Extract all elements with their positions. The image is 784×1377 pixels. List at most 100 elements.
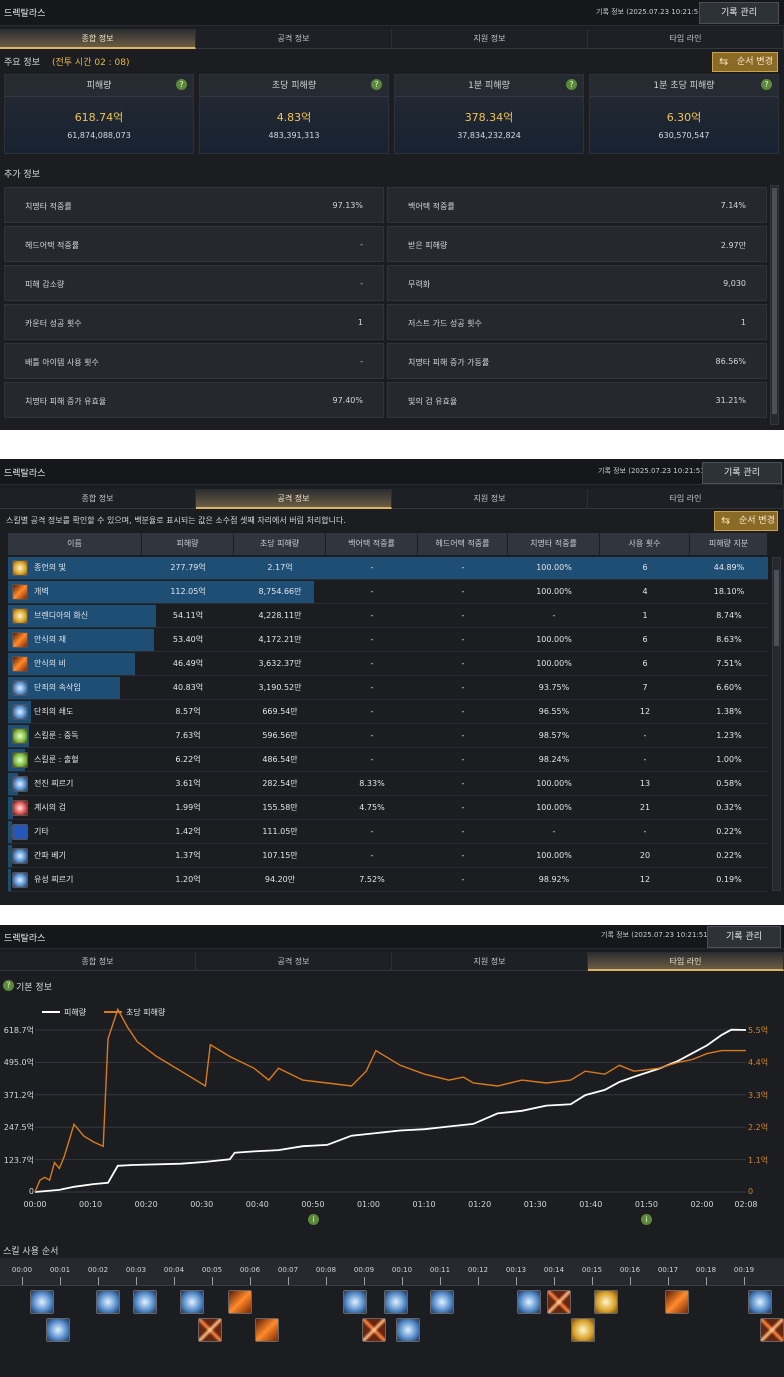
- cell-crit: 100.00%: [536, 587, 572, 596]
- skill-cast-icon[interactable]: [362, 1318, 386, 1342]
- skill-cast-icon[interactable]: [571, 1318, 595, 1342]
- timeline-chart: 피해량 초당 피해량 0 123.7억 247.5억 371.2억 495.0억 618.…: [0, 998, 784, 1238]
- help-icon[interactable]: ?: [371, 79, 382, 90]
- skill-cast-icon[interactable]: [30, 1290, 54, 1314]
- cell-back: 7.52%: [359, 875, 385, 884]
- skill-icon: [12, 728, 28, 744]
- col-name[interactable]: 이름: [8, 533, 142, 555]
- help-icon[interactable]: ?: [566, 79, 577, 90]
- table-row[interactable]: 안식의 재 53.40억 4,172.21만 - - 100.00% 6 8.63%: [8, 629, 768, 652]
- col-share[interactable]: 피해량 지분: [690, 533, 768, 555]
- col-dps[interactable]: 초당 피해량: [234, 533, 326, 555]
- extra-label: 빛의 검 유효율: [408, 397, 458, 406]
- skill-name: 종언의 빛: [34, 563, 66, 572]
- table-row[interactable]: 기타 1.42억 111.05만 - - - - 0.22%: [8, 821, 768, 844]
- record-manage-button[interactable]: 기록 관리: [699, 2, 779, 24]
- skill-cast-icon[interactable]: [594, 1290, 618, 1314]
- timeline-tick: [212, 1277, 213, 1285]
- extra-value: 2.97만: [720, 241, 746, 250]
- record-manage-button[interactable]: 기록 관리: [702, 462, 782, 484]
- skill-cast-icon[interactable]: [760, 1318, 784, 1342]
- tab-support[interactable]: 지원 정보: [392, 489, 588, 509]
- cell-dmg: 1.42억: [175, 827, 201, 836]
- record-time: 기록 정보 (2025.07.23 10:21:51): [598, 467, 708, 475]
- col-damage[interactable]: 피해량: [142, 533, 234, 555]
- cell-dps: 282.54만: [262, 779, 298, 788]
- table-row[interactable]: 계시의 검 1.99억 155.58만 4.75% - 100.00% 21 0.32%: [8, 797, 768, 820]
- skill-cast-icon[interactable]: [180, 1290, 204, 1314]
- tab-attack[interactable]: 공격 정보: [196, 29, 392, 49]
- cell-dps: 3,632.37만: [258, 659, 302, 668]
- cell-uses: 12: [639, 707, 651, 716]
- table-row[interactable]: 단죄의 속삭임 40.83억 3,190.52만 - - 93.75% 7 6.60%: [8, 677, 768, 700]
- help-icon[interactable]: ?: [761, 79, 772, 90]
- timeline-tick-label: 00:06: [239, 1266, 261, 1274]
- order-change-button[interactable]: ⇆ 순서 변경: [712, 52, 778, 72]
- cell-crit: 100.00%: [536, 563, 572, 572]
- table-row[interactable]: 간파 베기 1.37억 107.15만 - - 100.00% 20 0.22%: [8, 845, 768, 868]
- cell-uses: 13: [639, 779, 651, 788]
- tab-timeline[interactable]: 타임 라인: [588, 489, 784, 509]
- table-row[interactable]: 브렌디아의 화신 54.11억 4,228.11만 - - - 1 8.74%: [8, 605, 768, 628]
- extra-label: 받은 피해량: [408, 241, 448, 250]
- tab-overview[interactable]: 종합 정보: [0, 952, 196, 971]
- battle-time: (전투 시간 02 : 08): [52, 58, 130, 68]
- table-row[interactable]: 스킬룬 : 중독 7.63억 596.56만 - - 98.57% - 1.23%: [8, 725, 768, 748]
- table-row[interactable]: 유성 찌르기 1.20억 94.20만 7.52% - 98.92% 12 0.19%: [8, 869, 768, 892]
- tab-support[interactable]: 지원 정보: [392, 29, 588, 49]
- skill-cast-icon[interactable]: [384, 1290, 408, 1314]
- tab-overview[interactable]: 종합 정보: [0, 489, 196, 509]
- scroll-thumb[interactable]: [772, 188, 777, 414]
- skill-cast-icon[interactable]: [46, 1318, 70, 1342]
- col-back[interactable]: 백어택 적중률: [326, 533, 418, 555]
- skill-cast-icon[interactable]: [396, 1318, 420, 1342]
- skill-cast-icon[interactable]: [547, 1290, 571, 1314]
- tab-attack[interactable]: 공격 정보: [196, 489, 392, 509]
- table-row[interactable]: 종언의 빛 277.79억 2.17억 - - 100.00% 6 44.89%: [8, 557, 768, 580]
- skill-cast-icon[interactable]: [255, 1318, 279, 1342]
- stat-card-1min-dps: 1분 초당 피해량 ? 6.30억 630,570,547: [589, 74, 779, 154]
- col-head[interactable]: 헤드어택 적중률: [418, 533, 508, 555]
- tab-support[interactable]: 지원 정보: [392, 952, 588, 971]
- skill-name: 계시의 검: [34, 803, 66, 812]
- skill-name: 간파 베기: [34, 851, 66, 860]
- y-tick-label: 371.2억: [3, 1090, 34, 1100]
- table-row[interactable]: 안식의 비 46.49억 3,632.37만 - - 100.00% 6 7.51%: [8, 653, 768, 676]
- skill-cast-icon[interactable]: [228, 1290, 252, 1314]
- table-row[interactable]: 스킬룬 : 출혈 6.22억 486.54만 - - 98.24% - 1.00%: [8, 749, 768, 772]
- tab-overview[interactable]: 종합 정보: [0, 29, 196, 49]
- col-uses[interactable]: 사용 횟수: [600, 533, 690, 555]
- extra-scrollbar[interactable]: [770, 185, 779, 425]
- share-bar: [8, 605, 156, 627]
- help-icon[interactable]: ?: [176, 79, 187, 90]
- skill-cast-icon[interactable]: [96, 1290, 120, 1314]
- attack-scrollbar[interactable]: [772, 557, 781, 891]
- skill-cast-icon[interactable]: [517, 1290, 541, 1314]
- skill-cast-icon[interactable]: [748, 1290, 772, 1314]
- skill-cast-icon[interactable]: [430, 1290, 454, 1314]
- skill-name: 스킬룬 : 출혈: [34, 755, 79, 764]
- cell-uses: 1: [642, 611, 648, 620]
- timeline-tick: [250, 1277, 251, 1285]
- skill-cast-icon[interactable]: [343, 1290, 367, 1314]
- tab-attack[interactable]: 공격 정보: [196, 952, 392, 971]
- table-row[interactable]: 단죄의 쇄도 8.57억 669.54만 - - 96.55% 12 1.38%: [8, 701, 768, 724]
- skill-cast-icon[interactable]: [198, 1318, 222, 1342]
- tab-timeline[interactable]: 타임 라인: [588, 29, 784, 49]
- info-icon[interactable]: i: [641, 1214, 652, 1225]
- table-row[interactable]: 전진 찌르기 3.61억 282.54만 8.33% - 100.00% 13 0.58%: [8, 773, 768, 796]
- skill-cast-icon[interactable]: [133, 1290, 157, 1314]
- info-icon[interactable]: i: [308, 1214, 319, 1225]
- scroll-thumb[interactable]: [774, 570, 779, 646]
- help-icon[interactable]: ?: [3, 980, 14, 991]
- topbar: 드렉탈라스 기록 정보 (2025.07.23 10:21:51) 기록 관리: [0, 925, 784, 949]
- table-row[interactable]: 개벽 112.05억 8,754.66만 - - 100.00% 4 18.10%: [8, 581, 768, 604]
- cell-uses: 21: [639, 803, 651, 812]
- stat-card-raw: 37,834,232,824: [457, 131, 521, 140]
- record-manage-button[interactable]: 기록 관리: [707, 926, 781, 948]
- order-change-button[interactable]: ⇆ 순서 변경: [714, 511, 778, 531]
- col-crit[interactable]: 치명타 적중률: [508, 533, 600, 555]
- tab-timeline[interactable]: 타임 라인: [588, 952, 784, 971]
- cell-back: 4.75%: [359, 803, 385, 812]
- skill-cast-icon[interactable]: [665, 1290, 689, 1314]
